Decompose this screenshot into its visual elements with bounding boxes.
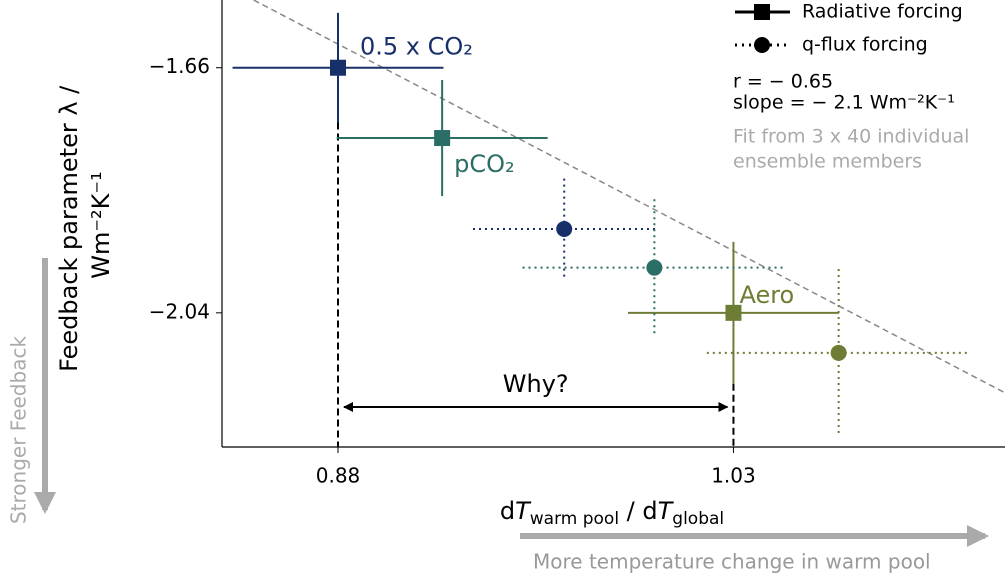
point bbox=[330, 59, 346, 76]
why-label: Why? bbox=[503, 370, 569, 398]
annotation: Fit from 3 x 40 individual bbox=[733, 126, 969, 148]
x-label-part: T bbox=[515, 497, 532, 525]
legend-marker bbox=[754, 4, 770, 20]
annotation: ensemble members bbox=[733, 151, 922, 173]
bottom-note: More temperature change in warm pool bbox=[533, 550, 931, 574]
y-label-line: Wm⁻²K⁻¹ bbox=[87, 171, 115, 278]
point bbox=[556, 220, 573, 237]
annotation: r = − 0.65 bbox=[733, 71, 833, 93]
x-label-part: T bbox=[658, 497, 675, 525]
point bbox=[725, 304, 742, 321]
annotation: slope = − 2.1 Wm⁻²K⁻¹ bbox=[733, 92, 955, 114]
y-tick-label: −2.04 bbox=[149, 299, 210, 323]
legend-label: Radiative forcing bbox=[802, 1, 963, 23]
x-label-part: warm pool bbox=[530, 509, 619, 529]
point-label: 0.5 x CO₂ bbox=[360, 33, 473, 61]
point bbox=[830, 344, 847, 361]
x-label-part: / d bbox=[619, 497, 658, 525]
y-tick-label: −1.66 bbox=[149, 54, 210, 78]
legend-label: q-flux forcing bbox=[802, 34, 928, 56]
side-note: Stronger Feedback bbox=[7, 336, 31, 524]
x-tick-label: 0.88 bbox=[316, 464, 361, 488]
x-label-part: global bbox=[672, 509, 724, 529]
point bbox=[646, 259, 663, 276]
fit-line bbox=[253, 0, 1006, 394]
point bbox=[434, 130, 451, 147]
x-axis-label: dTwarm pool / dTglobal bbox=[500, 497, 724, 529]
legend-marker bbox=[754, 37, 770, 53]
x-label-part: d bbox=[500, 497, 515, 525]
y-axis-label: Feedback parameter λ / Wm⁻²K⁻¹ bbox=[55, 78, 115, 372]
x-tick-label: 1.03 bbox=[711, 464, 756, 488]
y-label-line: Feedback parameter λ / bbox=[55, 85, 83, 372]
point-label: Aero bbox=[739, 281, 794, 309]
point-label: pCO₂ bbox=[454, 150, 515, 178]
